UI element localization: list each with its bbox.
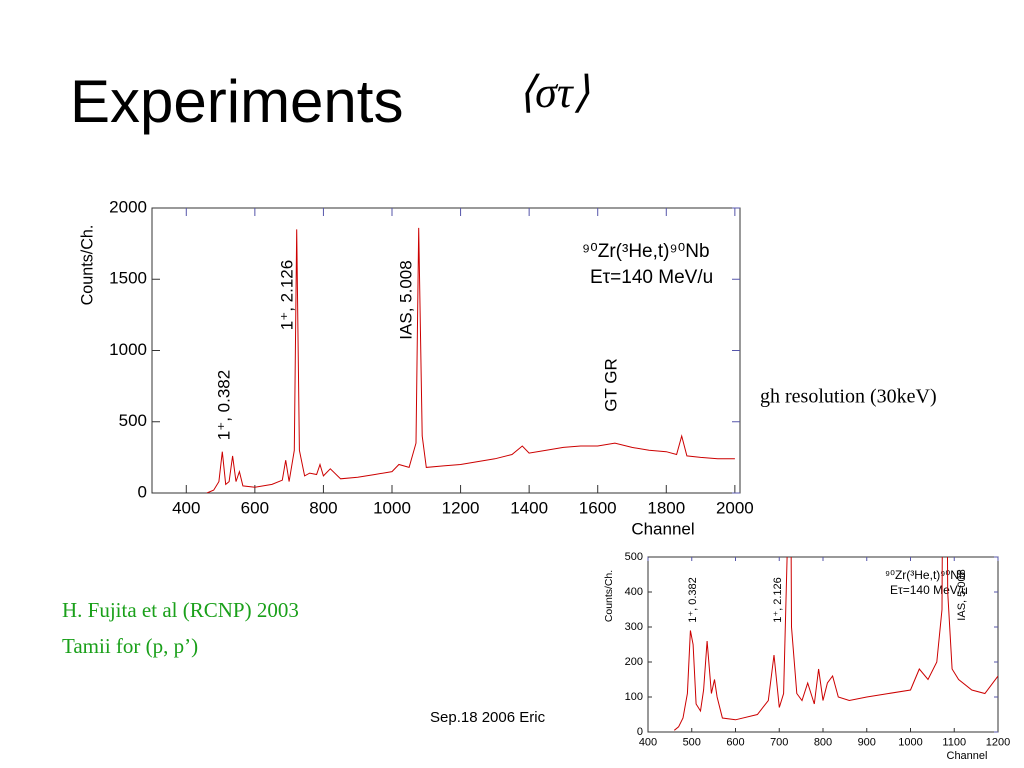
y-tick-label: 1500	[109, 269, 147, 288]
x-tick-label: 2000	[716, 499, 754, 518]
spectrum-chart: 400 600 800 1000 1200 1400 1600 1800 2000 0 500 100…	[70, 190, 760, 550]
annotation: ⁹⁰Zr(³He,t)⁹⁰Nb	[885, 568, 966, 582]
y-tick-label: 100	[625, 691, 643, 703]
x-tick-label: 900	[858, 736, 876, 748]
annotation: GT GR	[601, 358, 620, 412]
annotation: ⁹⁰Zr(³He,t)⁹⁰Nb	[582, 241, 710, 262]
y-tick-label: 500	[119, 411, 147, 430]
y-tick-label: 0	[138, 482, 147, 501]
x-axis-label: Channel	[631, 519, 694, 538]
credit: H. Fujita et al (RCNP) 2003	[62, 598, 299, 622]
y-tick-label: 300	[625, 621, 643, 633]
chart-background	[70, 190, 760, 550]
x-tick-label: 1800	[647, 499, 685, 518]
x-tick-label: 1100	[942, 736, 966, 748]
annotation: 1⁺, 0.382	[214, 370, 233, 440]
spectrum-line	[206, 227, 735, 493]
y-tick-label: 1000	[109, 340, 147, 359]
x-tick-label: 1400	[510, 499, 548, 518]
x-tick-label: 600	[726, 736, 744, 748]
x-tick-label: 700	[770, 736, 788, 748]
chart-background	[596, 548, 1024, 768]
annotation: IAS, 5.008	[396, 260, 415, 339]
y-tick-label: 400	[625, 586, 643, 598]
credit: Tamii for (p, p’)	[62, 634, 198, 658]
slide-title: Experiments	[70, 68, 403, 135]
x-tick-label: 1600	[579, 499, 617, 518]
annotation: 1⁺, 2.126	[772, 577, 784, 623]
annotation: IAS, 5.008	[956, 569, 968, 620]
spectrum-line	[673, 557, 998, 731]
formula: ⟨στ⟩	[518, 68, 590, 117]
spectrum-chart: 400 500 600 700 800 900 1000 1100 1200 0 100 200 300…	[596, 548, 1024, 768]
annotation: Eτ=140 MeV/u	[590, 267, 713, 288]
annotation: Eτ=140 MeV/u	[890, 583, 968, 597]
x-tick-label: 800	[814, 736, 832, 748]
y-axis-label: Counts/Ch.	[78, 225, 96, 306]
x-tick-label: 1200	[986, 736, 1010, 748]
charts: 400 600 800 1000 1200 1400 1600 1800 20000500100…	[70, 190, 1024, 768]
annotation: 1⁺, 2.126	[277, 260, 296, 330]
y-tick-label: 2000	[109, 197, 147, 216]
x-tick-label: 800	[309, 499, 337, 518]
x-tick-label: 1000	[373, 499, 411, 518]
x-tick-label: 400	[639, 736, 657, 748]
x-tick-label: 1000	[898, 736, 922, 748]
y-tick-label: 0	[637, 726, 643, 738]
x-tick-label: 600	[241, 499, 269, 518]
x-axis-label: Channel	[947, 750, 988, 762]
y-tick-label: 200	[625, 656, 643, 668]
x-tick-label: 1200	[442, 499, 480, 518]
y-tick-label: 500	[625, 551, 643, 563]
note: High resolution (30keV)	[740, 386, 937, 408]
x-tick-label: 400	[172, 499, 200, 518]
y-axis-label: Counts/Ch.	[604, 570, 615, 622]
x-tick-label: 500	[683, 736, 701, 748]
annotation: 1⁺, 0.382	[687, 577, 699, 623]
footer: Sep.18 2006 Eric	[430, 709, 546, 726]
